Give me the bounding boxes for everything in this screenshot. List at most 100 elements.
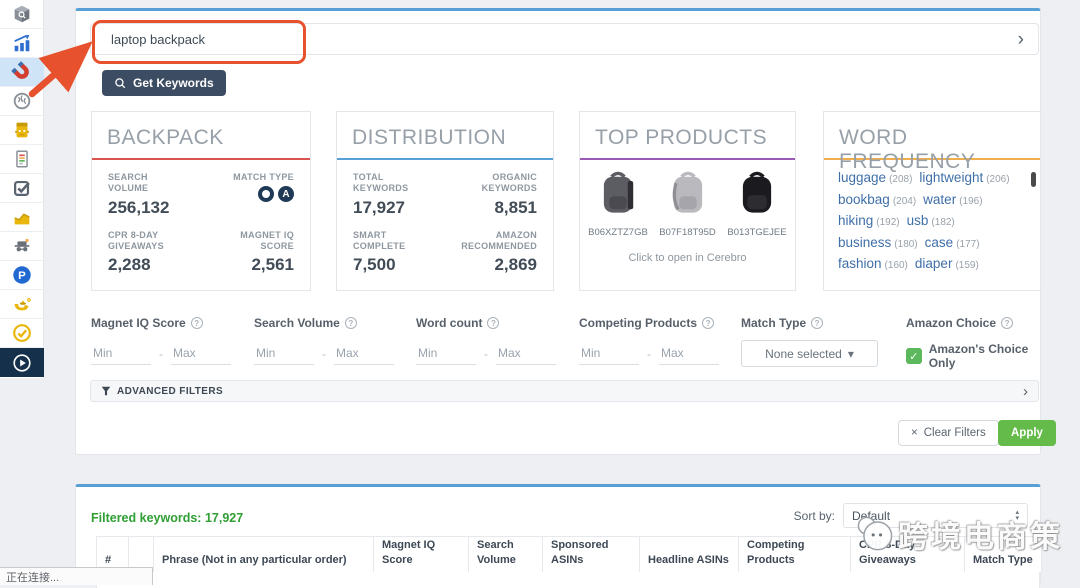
word-link[interactable]: luggage bbox=[838, 170, 887, 185]
word-link[interactable]: usb bbox=[906, 213, 929, 228]
product-asin: B06XZTZ7GB bbox=[588, 227, 648, 238]
column-header-magnet-iq: Magnet IQ Score bbox=[374, 537, 469, 572]
sort-arrows-icon: ▴ ▾ bbox=[1015, 508, 1019, 522]
word-link[interactable]: lightweight bbox=[919, 170, 984, 185]
scrollbar-thumb[interactable] bbox=[1031, 172, 1036, 187]
scribbles-icon bbox=[16, 150, 28, 168]
sidebar-item-alerts[interactable] bbox=[0, 232, 44, 261]
check-circle-icon bbox=[13, 324, 31, 342]
apply-button[interactable]: Apply bbox=[998, 420, 1056, 446]
open-in-cerebro-caption: Click to open in Cerebro bbox=[628, 252, 747, 264]
product-asin: B07F18T95D bbox=[659, 227, 716, 238]
stat-cpr-giveaways: CPR 8-DAY GIVEAWAYS 2,288 bbox=[108, 229, 164, 275]
expand-advanced-chevron-icon[interactable]: › bbox=[1023, 382, 1028, 400]
column-header-competing-products: Competing Products bbox=[739, 537, 851, 572]
distribution-card: DISTRIBUTION TOTAL KEYWORDS 17,927 ORGAN… bbox=[336, 111, 554, 291]
sort-by-label: Sort by: bbox=[793, 508, 835, 523]
play-icon bbox=[13, 353, 31, 372]
competing-products-min-input[interactable] bbox=[579, 344, 639, 365]
help-icon[interactable]: ? bbox=[1001, 317, 1014, 329]
filter-label: Match Type bbox=[741, 316, 807, 330]
keyword-summary-card: BACKPACK SEARCH VOLUME 256,132 MATCH TYP… bbox=[91, 111, 311, 291]
sidebar-item-scribbles[interactable] bbox=[0, 145, 44, 174]
sidebar-item-keyword-tracker[interactable] bbox=[0, 203, 44, 232]
product-thumbnail[interactable]: B07F18T95D bbox=[656, 168, 720, 238]
match-type-dropdown[interactable]: None selected ▾ bbox=[741, 340, 878, 367]
advanced-filters-label: ADVANCED FILTERS bbox=[117, 385, 224, 397]
svg-text:P: P bbox=[18, 270, 26, 282]
product-thumbnail[interactable]: B06XZTZ7GB bbox=[586, 168, 650, 238]
browser-status-bar: 正在连接... bbox=[0, 567, 153, 585]
card-title: DISTRIBUTION bbox=[352, 126, 507, 149]
card-accent-rule bbox=[337, 158, 553, 160]
keyword-search-input[interactable]: laptop backpack › bbox=[90, 23, 1039, 55]
filtered-keywords-count: Filtered keywords: 17,927 bbox=[91, 511, 244, 525]
word-count-min-input[interactable] bbox=[416, 344, 476, 365]
filter-search-volume: Search Volume? - bbox=[254, 316, 409, 365]
sidebar-item-cerebro[interactable] bbox=[0, 87, 44, 116]
product-thumbnail[interactable]: B013TGEJEE bbox=[725, 168, 789, 238]
sidebar-item-magnet[interactable] bbox=[0, 58, 44, 87]
backpack-image bbox=[603, 171, 634, 213]
keyword-search-value[interactable]: laptop backpack bbox=[111, 31, 205, 47]
checkbox-checked-icon[interactable]: ✓ bbox=[906, 348, 922, 364]
word-link[interactable]: water bbox=[923, 191, 957, 207]
sidebar-item-black-box[interactable] bbox=[0, 0, 44, 29]
sidebar-item-tutorial-play[interactable] bbox=[0, 348, 44, 377]
funnel-icon bbox=[101, 386, 111, 396]
filter-label: Word count bbox=[416, 316, 483, 330]
filter-label: Competing Products bbox=[579, 316, 698, 330]
word-link[interactable]: business bbox=[838, 234, 892, 250]
index-checker-icon bbox=[14, 180, 30, 196]
word-link[interactable]: hiking bbox=[838, 213, 874, 228]
get-keywords-button[interactable]: Get Keywords bbox=[102, 70, 226, 96]
chevron-down-icon: ▾ bbox=[847, 346, 854, 361]
sidebar-item-frankenstein[interactable] bbox=[0, 116, 44, 145]
word-link[interactable]: bookbag bbox=[838, 191, 890, 207]
sidebar-item-check-circle[interactable] bbox=[0, 319, 44, 348]
card-title: BACKPACK bbox=[107, 126, 224, 149]
advanced-filters-bar[interactable]: ADVANCED FILTERS › bbox=[90, 380, 1039, 402]
keyword-tracker-icon bbox=[14, 213, 30, 225]
stat-amazon-recommended: AMAZON RECOMMENDED 2,869 bbox=[461, 229, 537, 275]
card-accent-rule bbox=[824, 158, 1040, 160]
close-icon: × bbox=[911, 427, 918, 439]
help-icon[interactable]: ? bbox=[487, 317, 500, 329]
sidebar-item-index-checker[interactable] bbox=[0, 174, 44, 203]
column-header-index: # bbox=[97, 537, 129, 572]
tool-sidebar: P bbox=[0, 0, 44, 378]
help-icon[interactable]: ? bbox=[344, 317, 357, 329]
word-link[interactable]: diaper bbox=[914, 256, 953, 271]
expand-search-chevron-icon[interactable]: › bbox=[1017, 28, 1024, 50]
stat-match-type: MATCH TYPE A bbox=[201, 172, 294, 218]
amazons-choice-checkbox-row[interactable]: ✓ Amazon's Choice Only bbox=[906, 342, 1056, 370]
magnet-iq-max-input[interactable] bbox=[171, 344, 231, 365]
frankenstein-icon bbox=[15, 122, 29, 138]
alerts-icon bbox=[14, 238, 30, 252]
magnet-icon bbox=[11, 61, 29, 79]
match-type-a-badge: A bbox=[278, 186, 294, 203]
card-accent-rule bbox=[580, 158, 795, 160]
competing-products-max-input[interactable] bbox=[659, 344, 719, 365]
column-header-phrase: Phrase (Not in any particular order) bbox=[154, 537, 374, 572]
clear-filters-button[interactable]: × Clear Filters bbox=[898, 420, 999, 446]
search-volume-max-input[interactable] bbox=[334, 344, 394, 365]
word-link[interactable]: fashion bbox=[838, 256, 882, 271]
sidebar-item-trendster[interactable] bbox=[0, 29, 44, 58]
help-icon[interactable]: ? bbox=[190, 317, 203, 329]
sidebar-item-profits[interactable]: P bbox=[0, 261, 44, 290]
sidebar-item-genie-lamp[interactable] bbox=[0, 290, 44, 319]
column-header-cpr-giveaways: CPR 8-Day Giveaways bbox=[851, 537, 965, 572]
word-count-max-input[interactable] bbox=[496, 344, 556, 365]
sort-row: Sort by: Default ▴ ▾ bbox=[794, 503, 1028, 528]
magnet-iq-min-input[interactable] bbox=[91, 344, 151, 365]
word-link[interactable]: case bbox=[924, 234, 954, 250]
help-icon[interactable]: ? bbox=[811, 317, 824, 329]
help-icon[interactable]: ? bbox=[702, 317, 715, 329]
match-type-o-badge bbox=[258, 186, 274, 203]
sort-select[interactable]: Default ▴ ▾ bbox=[843, 503, 1028, 528]
column-header-match-type: Match Type bbox=[973, 553, 1033, 566]
filter-competing-products: Competing Products? - bbox=[579, 316, 734, 365]
product-asin: B013TGEJEE bbox=[727, 227, 787, 238]
search-volume-min-input[interactable] bbox=[254, 344, 314, 365]
